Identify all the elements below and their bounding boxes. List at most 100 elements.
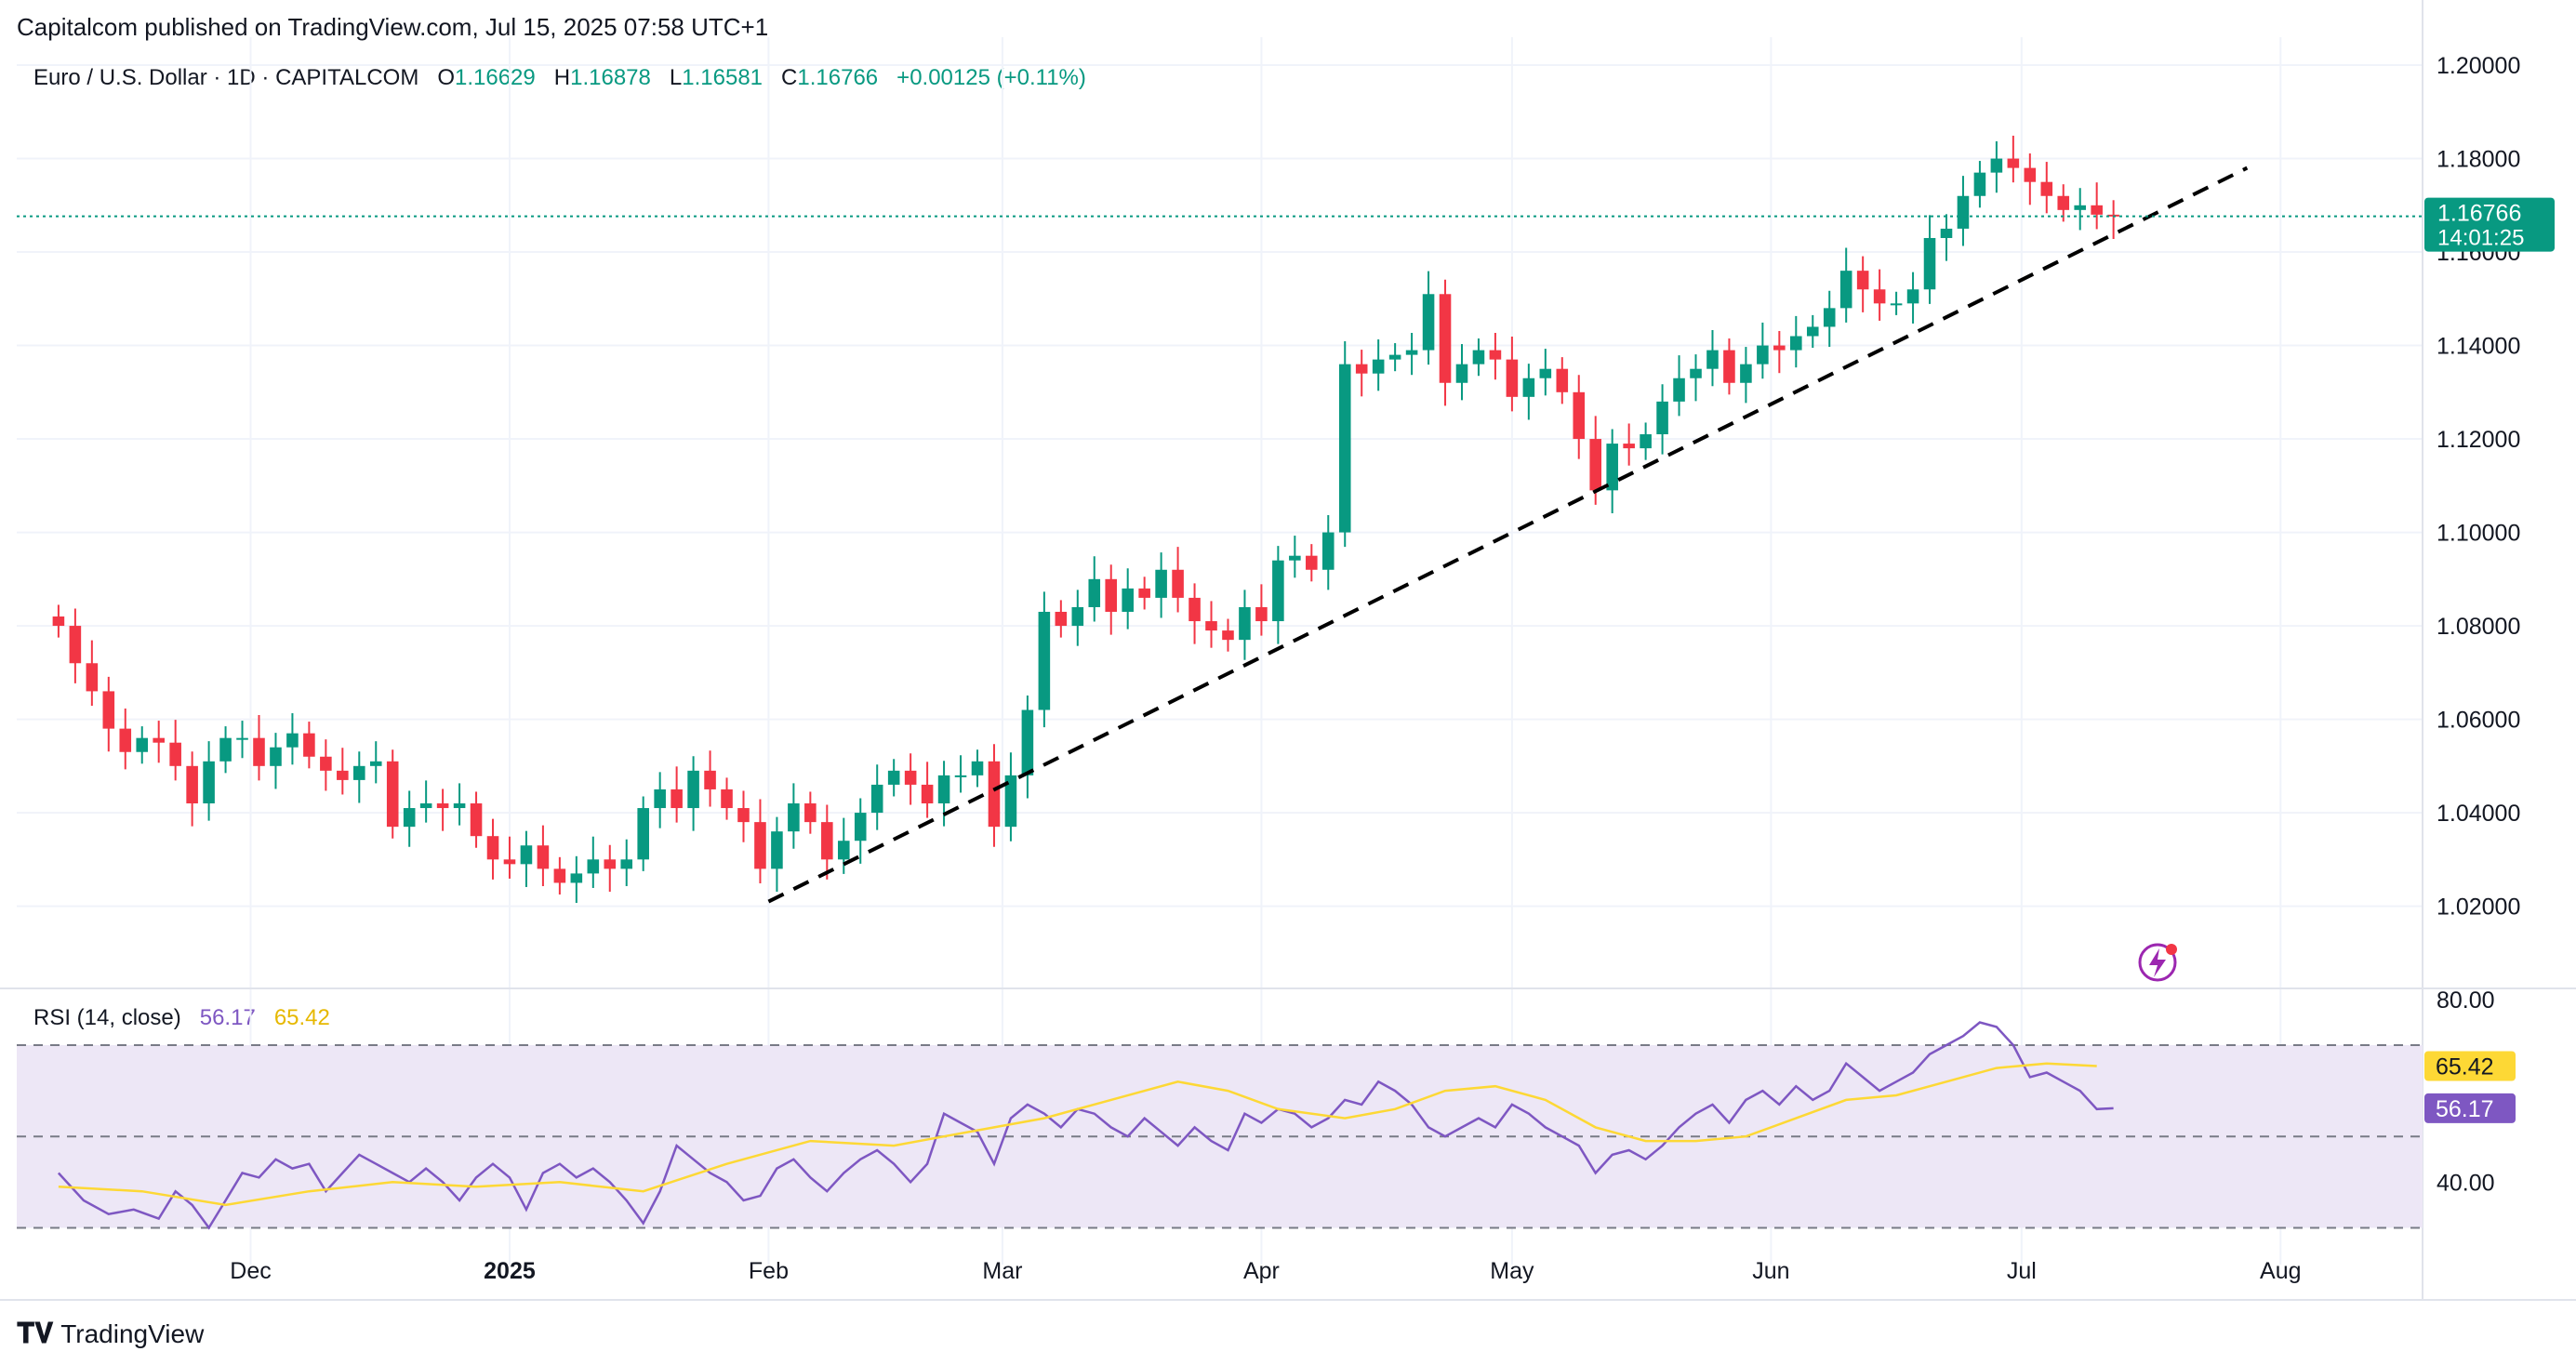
price-tick-label: 1.14000 — [2437, 334, 2520, 360]
candle-body — [2040, 181, 2053, 196]
candle-body — [369, 761, 382, 766]
candle — [136, 726, 149, 764]
candle-body — [570, 873, 583, 883]
price-tick-label: 1.18000 — [2437, 147, 2520, 173]
candle-body — [236, 737, 248, 740]
change-value: +0.00125 (+0.11%) — [896, 65, 1086, 90]
candle-body — [887, 770, 900, 785]
candle — [887, 759, 900, 797]
candle-body — [1973, 172, 1986, 196]
candle — [1990, 140, 2003, 193]
candle-body — [403, 808, 416, 828]
candle-body — [1455, 364, 1468, 383]
candle-body — [1923, 237, 1936, 290]
candle — [1690, 354, 1702, 402]
candle — [286, 713, 299, 765]
candle — [1422, 271, 1435, 365]
candle — [2091, 182, 2103, 230]
high-value: 1.16878 — [570, 65, 651, 90]
candle — [587, 836, 600, 888]
candle-body — [537, 845, 550, 869]
low-label: L — [669, 65, 683, 90]
candle — [570, 855, 583, 904]
candle-body — [1321, 532, 1334, 570]
candle-body — [69, 626, 82, 664]
candle — [1522, 364, 1535, 420]
lightning-icon[interactable] — [2138, 943, 2177, 982]
candle — [1673, 355, 1685, 417]
rsi-tick-label: 80.00 — [2437, 987, 2495, 1014]
candle — [837, 817, 850, 874]
candle-body — [119, 728, 132, 752]
candle-body — [270, 747, 282, 766]
candle-body — [620, 859, 633, 869]
last-price-tag-bg — [2424, 197, 2555, 252]
candle — [503, 836, 516, 879]
candle-body — [1205, 621, 1217, 631]
time-tick-label: Jul — [2007, 1258, 2037, 1284]
candle-body — [1740, 364, 1752, 383]
candle-body — [937, 775, 950, 804]
candle-body — [1589, 439, 1602, 491]
candle-body — [320, 756, 332, 771]
candle — [1071, 590, 1084, 646]
candle-body — [1088, 578, 1101, 607]
symbol-legend: Euro / U.S. Dollar · 1D · CAPITALCOM O1.… — [33, 65, 1086, 91]
price-axis: 1.200001.180001.160001.140001.120001.100… — [2437, 53, 2520, 1196]
candle — [2024, 153, 2037, 205]
candle-body — [1790, 336, 1802, 351]
candle-body — [253, 737, 265, 766]
candle-body — [1957, 195, 1970, 229]
candle-body — [503, 859, 516, 865]
candle — [1506, 337, 1519, 412]
footer-brand[interactable]: 𝐓𝐕 TradingView — [17, 1319, 204, 1350]
candle — [1539, 349, 1552, 396]
candle — [704, 750, 716, 807]
close-label: C — [781, 65, 798, 90]
candle-body — [870, 784, 883, 814]
candle — [1455, 344, 1468, 401]
candle — [971, 749, 984, 788]
candle-body — [1422, 294, 1435, 351]
rsi-title[interactable]: RSI (14, close) — [33, 1005, 181, 1030]
candle-body — [1122, 588, 1134, 612]
candle — [102, 676, 115, 752]
candle-body — [1338, 364, 1351, 533]
candle-body — [1188, 597, 1201, 622]
symbol-title[interactable]: Euro / U.S. Dollar · 1D · CAPITALCOM — [33, 65, 419, 90]
close-value: 1.16766 — [797, 65, 879, 90]
candle-body — [1823, 308, 1836, 327]
rsi-legend: RSI (14, close) 56.17 65.42 — [33, 1005, 330, 1031]
candle-body — [704, 770, 716, 789]
candle-body — [1539, 368, 1552, 378]
candle-body — [2007, 158, 2020, 168]
candle — [654, 772, 666, 828]
candle — [52, 604, 65, 638]
candle — [486, 818, 499, 880]
candle — [1656, 384, 1668, 455]
candle — [1890, 291, 1903, 315]
candle-body — [1222, 630, 1234, 641]
rsi-band-area — [17, 1044, 2423, 1229]
candle — [1489, 332, 1502, 380]
candle-body — [1990, 158, 2003, 173]
candle-body — [136, 737, 149, 752]
candle — [1405, 332, 1418, 376]
candle — [219, 726, 232, 774]
candle-body — [1272, 560, 1284, 622]
candle-body — [904, 770, 917, 785]
candle-body — [771, 831, 783, 869]
candle-body — [1773, 345, 1786, 351]
candle — [1606, 429, 1618, 513]
candle-body — [1021, 709, 1034, 775]
candle — [870, 764, 883, 830]
candle — [1272, 546, 1284, 644]
candle — [1839, 247, 1852, 323]
candle — [754, 799, 766, 883]
candle-body — [1673, 378, 1685, 402]
candle — [1957, 176, 1970, 246]
rsi-line — [57, 1021, 2114, 1230]
brand-name: TradingView — [60, 1319, 205, 1348]
